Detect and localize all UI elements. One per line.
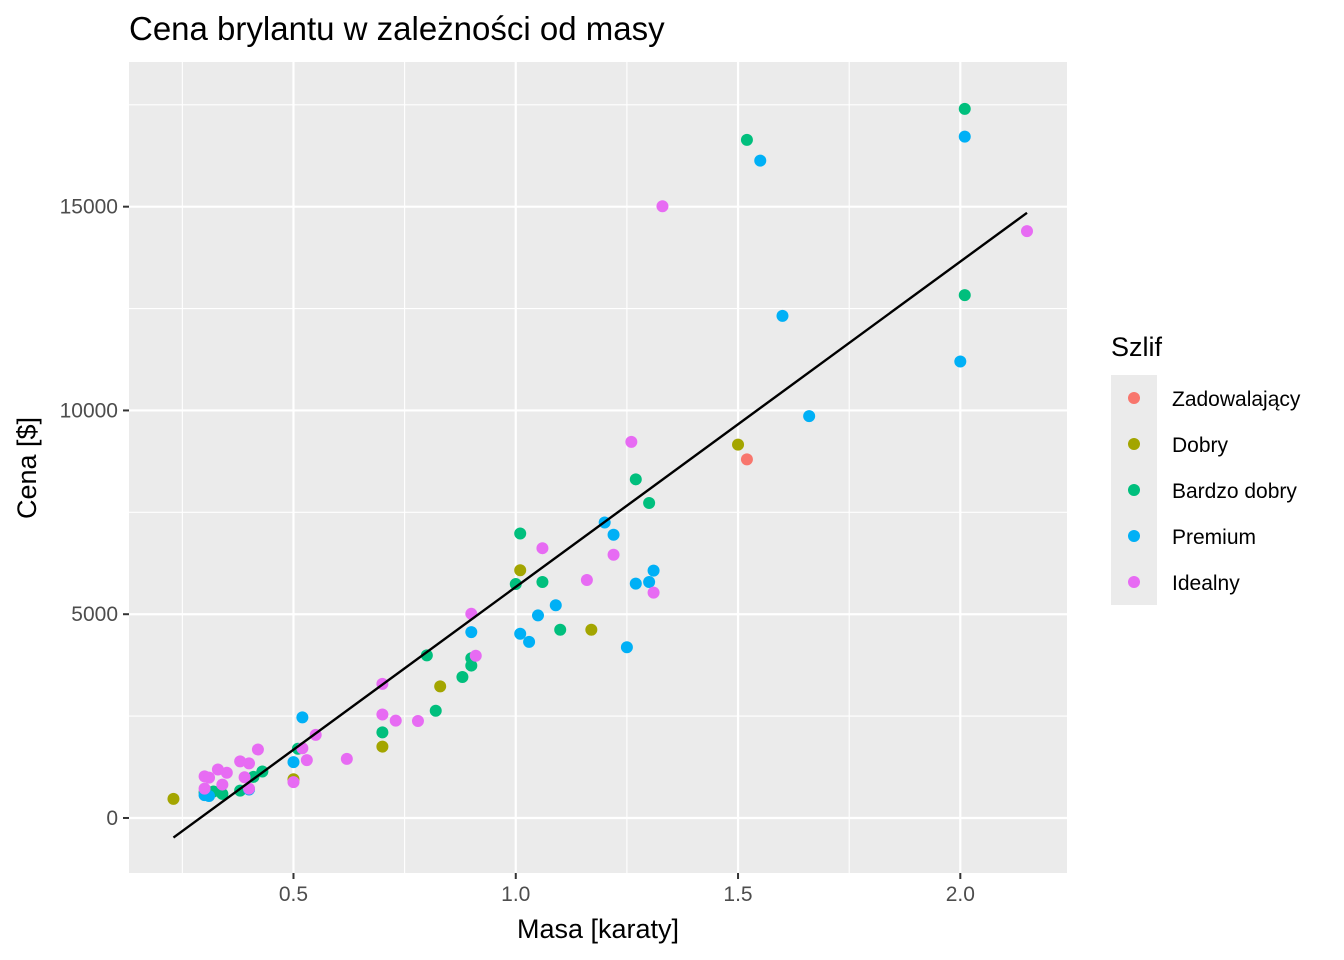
- data-point: [456, 670, 469, 683]
- data-point: [607, 548, 620, 561]
- data-point: [514, 564, 527, 577]
- data-point: [803, 410, 816, 423]
- data-point: [776, 309, 789, 322]
- x-axis: 0.5 1.0 1.5 2.0: [279, 873, 975, 906]
- data-point: [585, 623, 598, 636]
- legend-key: [1128, 530, 1140, 542]
- data-point: [958, 289, 971, 302]
- data-point: [523, 635, 536, 648]
- data-point: [629, 473, 642, 486]
- y-tick-label: 5000: [71, 603, 118, 626]
- y-tick-label: 0: [106, 807, 118, 830]
- data-point: [629, 577, 642, 590]
- y-axis: 0 5000 10000 15000: [60, 196, 129, 830]
- data-point: [429, 704, 442, 717]
- data-point: [167, 792, 180, 805]
- data-point: [376, 740, 389, 753]
- data-point: [954, 355, 967, 368]
- legend-label: Premium: [1172, 526, 1256, 549]
- data-point: [536, 576, 549, 589]
- y-axis-title: Cena [$]: [12, 417, 42, 519]
- legend-label: Dobry: [1172, 434, 1229, 457]
- data-point: [300, 754, 313, 767]
- data-point: [243, 757, 256, 770]
- data-point: [203, 771, 216, 784]
- data-point: [465, 607, 478, 620]
- data-point: [536, 542, 549, 555]
- x-tick-label: 1.0: [501, 883, 530, 906]
- legend: Szlif Zadowalający Dobry Bardzo dobry Premi…: [1111, 332, 1301, 605]
- data-point: [656, 200, 669, 213]
- data-point: [465, 626, 478, 639]
- data-point: [411, 714, 424, 727]
- x-tick-label: 2.0: [946, 883, 975, 906]
- data-point: [643, 576, 656, 589]
- plot-panel: [129, 62, 1067, 873]
- data-point: [958, 102, 971, 115]
- data-point: [238, 771, 251, 784]
- data-point: [514, 527, 527, 540]
- legend-items: Zadowalający Dobry Bardzo dobry Premium Idea…: [1128, 388, 1301, 595]
- data-point: [549, 599, 562, 612]
- data-point: [287, 776, 300, 789]
- legend-key: [1128, 576, 1140, 588]
- chart-title: Cena brylantu w zależności od masy: [129, 10, 665, 47]
- legend-title: Szlif: [1111, 332, 1163, 362]
- x-axis-title: Masa [karaty]: [517, 914, 679, 944]
- data-point: [740, 133, 753, 146]
- data-point: [376, 726, 389, 739]
- data-point: [389, 714, 402, 727]
- data-point: [216, 778, 229, 791]
- data-point: [625, 435, 638, 448]
- data-point: [754, 154, 767, 167]
- data-point: [607, 528, 620, 541]
- legend-key: [1128, 438, 1140, 450]
- legend-label: Idealny: [1172, 572, 1240, 595]
- data-point: [732, 438, 745, 451]
- legend-label: Bardzo dobry: [1172, 480, 1297, 503]
- data-point: [216, 787, 229, 800]
- data-point: [434, 680, 447, 693]
- data-point: [554, 623, 567, 636]
- data-point: [647, 586, 660, 599]
- data-point: [740, 453, 753, 466]
- data-point: [220, 766, 233, 779]
- data-point: [531, 609, 544, 622]
- data-point: [376, 708, 389, 721]
- legend-label: Zadowalający: [1172, 388, 1301, 411]
- data-point: [340, 752, 353, 765]
- data-point: [958, 130, 971, 143]
- data-point: [643, 496, 656, 509]
- data-point: [251, 743, 264, 756]
- legend-key: [1128, 392, 1140, 404]
- data-point: [647, 564, 660, 577]
- data-point: [1020, 225, 1033, 238]
- data-point: [469, 649, 482, 662]
- data-point: [420, 649, 433, 662]
- data-point: [198, 782, 211, 795]
- trend-line: [172, 211, 1028, 839]
- data-point: [580, 573, 593, 586]
- x-tick-label: 0.5: [279, 883, 308, 906]
- data-point: [287, 756, 300, 769]
- data-point: [620, 641, 633, 654]
- data-point: [296, 711, 309, 724]
- grid-major: [129, 62, 1067, 873]
- y-tick-label: 10000: [60, 399, 118, 422]
- grid-minor: [129, 62, 1067, 873]
- y-tick-label: 15000: [60, 196, 118, 219]
- data-point: [509, 578, 522, 591]
- data-point: [514, 627, 527, 640]
- legend-key: [1128, 484, 1140, 496]
- x-tick-label: 1.5: [723, 883, 752, 906]
